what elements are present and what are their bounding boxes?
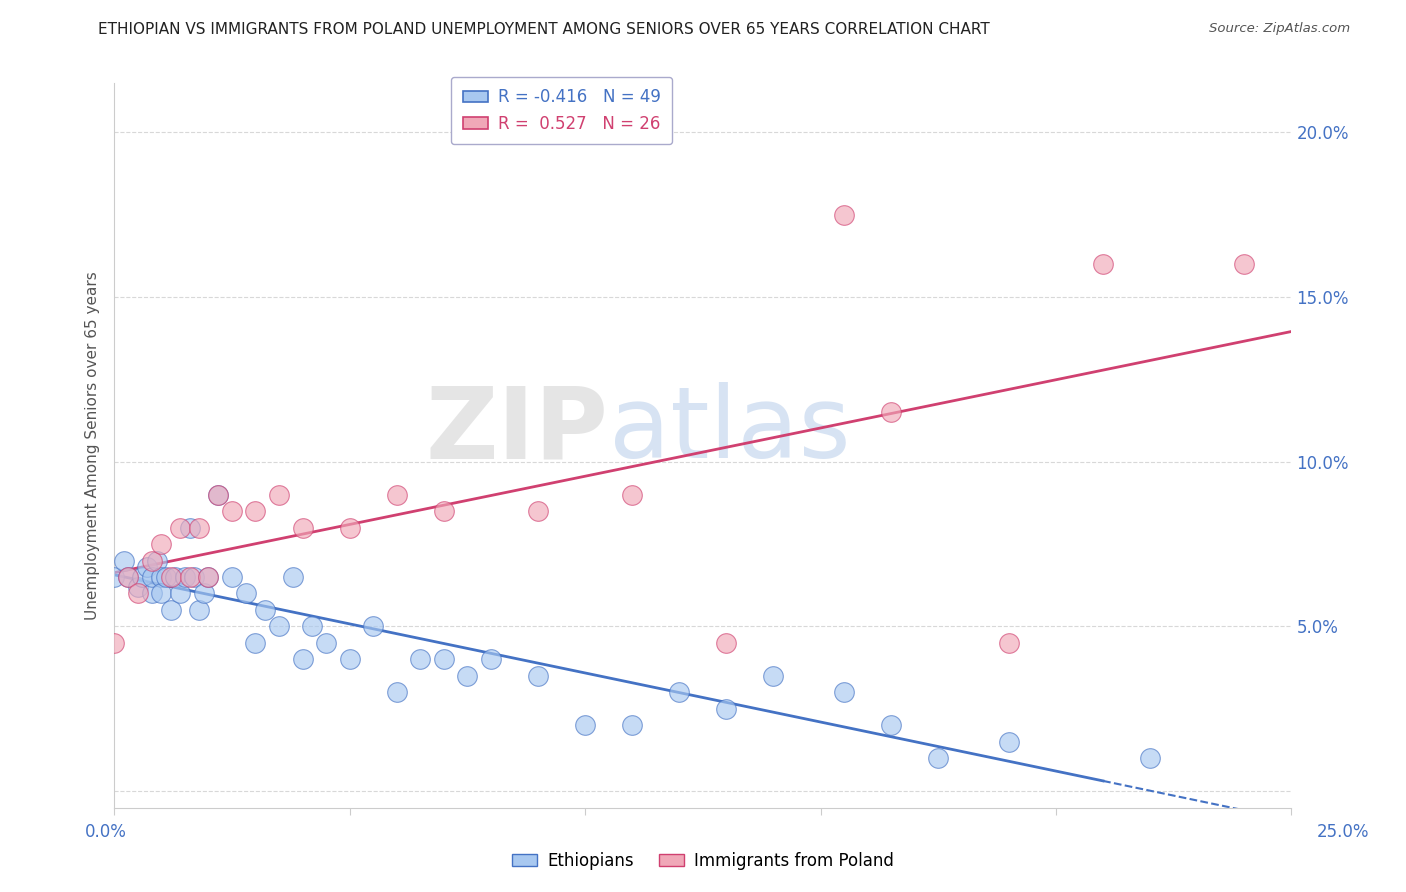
Text: 25.0%: 25.0% [1316,822,1369,840]
Point [301,619,323,633]
Point [221,504,243,518]
Point [1092,257,1115,271]
Point [339,520,361,534]
Point [159,570,181,584]
Point [179,520,201,534]
Point [141,586,163,600]
Point [207,488,229,502]
Legend: Ethiopians, Immigrants from Poland: Ethiopians, Immigrants from Poland [506,846,900,877]
Point [479,652,502,666]
Point [145,553,167,567]
Point [173,570,195,584]
Point [127,580,149,594]
Point [315,636,337,650]
Point [998,735,1021,749]
Point [385,685,408,699]
Point [131,570,153,584]
Point [188,603,211,617]
Point [267,488,290,502]
Point [188,520,211,534]
Point [832,208,855,222]
Text: atlas: atlas [609,383,851,479]
Text: 0.0%: 0.0% [84,822,127,840]
Point [136,560,159,574]
Point [235,586,257,600]
Point [169,520,191,534]
Point [221,570,243,584]
Point [527,504,550,518]
Point [141,570,163,584]
Point [527,669,550,683]
Point [150,586,173,600]
Point [716,702,738,716]
Point [183,570,205,584]
Point [1233,257,1256,271]
Legend: R = -0.416   N = 49, R =  0.527   N = 26: R = -0.416 N = 49, R = 0.527 N = 26 [451,77,672,145]
Point [409,652,432,666]
Text: ZIP: ZIP [426,383,609,479]
Point [169,586,191,600]
Text: Source: ZipAtlas.com: Source: ZipAtlas.com [1209,22,1350,36]
Point [197,570,219,584]
Point [574,718,596,732]
Point [832,685,855,699]
Point [762,669,785,683]
Point [621,488,644,502]
Point [927,751,949,765]
Point [150,570,173,584]
Point [127,586,149,600]
Point [668,685,690,699]
Text: ETHIOPIAN VS IMMIGRANTS FROM POLAND UNEMPLOYMENT AMONG SENIORS OVER 65 YEARS COR: ETHIOPIAN VS IMMIGRANTS FROM POLAND UNEM… [98,22,990,37]
Point [245,504,267,518]
Point [291,652,314,666]
Point [433,652,456,666]
Point [253,603,276,617]
Point [621,718,644,732]
Point [165,570,187,584]
Point [207,488,229,502]
Point [141,553,163,567]
Point [117,570,139,584]
Point [1139,751,1161,765]
Point [880,405,903,419]
Point [880,718,903,732]
Point [179,570,201,584]
Point [193,586,215,600]
Point [291,520,314,534]
Point [433,504,456,518]
Y-axis label: Unemployment Among Seniors over 65 years: Unemployment Among Seniors over 65 years [86,271,100,620]
Point [339,652,361,666]
Point [155,570,177,584]
Point [716,636,738,650]
Point [103,570,125,584]
Point [117,570,139,584]
Point [998,636,1021,650]
Point [456,669,478,683]
Point [112,553,135,567]
Point [281,570,304,584]
Point [361,619,384,633]
Point [245,636,267,650]
Point [150,537,173,551]
Point [267,619,290,633]
Point [197,570,219,584]
Point [159,603,181,617]
Point [103,636,125,650]
Point [385,488,408,502]
